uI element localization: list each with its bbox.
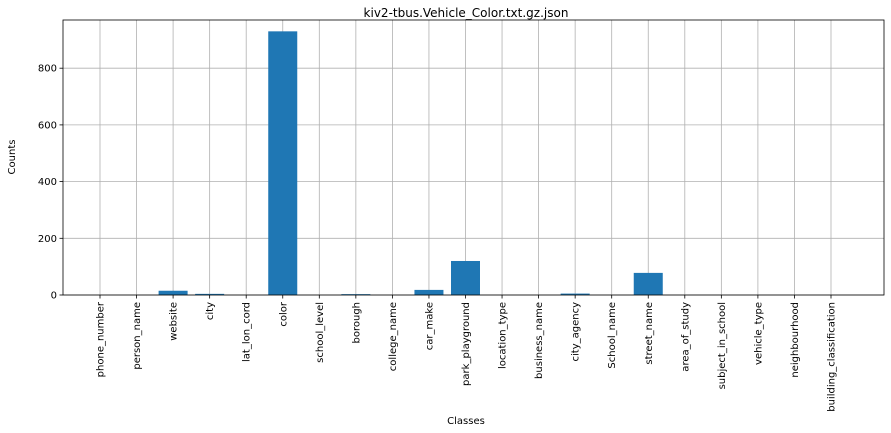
y-tick-label: 400 [38,177,57,188]
x-tick-label: School_name [607,302,618,369]
x-tick-label: phone_number [96,301,107,377]
x-tick-label: person_name [132,302,143,370]
x-tick-label: borough [351,302,362,344]
x-tick-label: lat_lon_cord [242,302,253,362]
bar-city [195,293,225,295]
y-tick-label: 200 [38,234,57,245]
x-tick-label: college_name [388,302,399,371]
x-tick-label: color [278,301,289,327]
x-tick-label: location_type [498,302,509,369]
plot-frame [62,19,885,296]
x-tick-label: building_classification [827,302,838,412]
y-tick-label: 0 [51,291,57,302]
x-tick-label: car_make [424,302,435,350]
bars [158,31,663,295]
x-tick-label: website [169,302,180,341]
x-tick-label: neighbourhood [790,302,801,378]
x-tick-label: subject_in_school [717,302,728,389]
x-tick-label: park_playground [461,302,472,386]
y-tick-label: 600 [38,120,57,131]
x-tick-label: business_name [534,302,545,379]
x-tick-label: street_name [644,302,655,365]
bar-borough [341,294,371,295]
x-tick-label: vehicle_type [753,302,764,365]
x-tick-label: school_level [315,302,326,363]
y-axis-label: Counts [7,140,18,175]
bar-city_agency [560,293,590,295]
bar-car_make [414,289,444,295]
grid [63,20,884,296]
bar-color [268,31,298,295]
x-axis-label: Classes [447,416,485,427]
y-tick-label: 800 [38,64,57,75]
bar-street_name [633,272,663,295]
chart-title: kiv2-tbus.Vehicle_Color.txt.gz.json [364,6,569,20]
x-tick-label: area_of_study [680,302,691,372]
bar-park_playground [451,260,480,295]
x-tick-label: city [205,302,216,320]
x-axis-ticks: phone_number person_name website city lat_lo… [96,295,838,412]
y-axis-ticks: 0 200 400 600 800 [38,64,63,302]
bar-website [158,290,188,295]
x-tick-label: city_agency [571,302,582,362]
